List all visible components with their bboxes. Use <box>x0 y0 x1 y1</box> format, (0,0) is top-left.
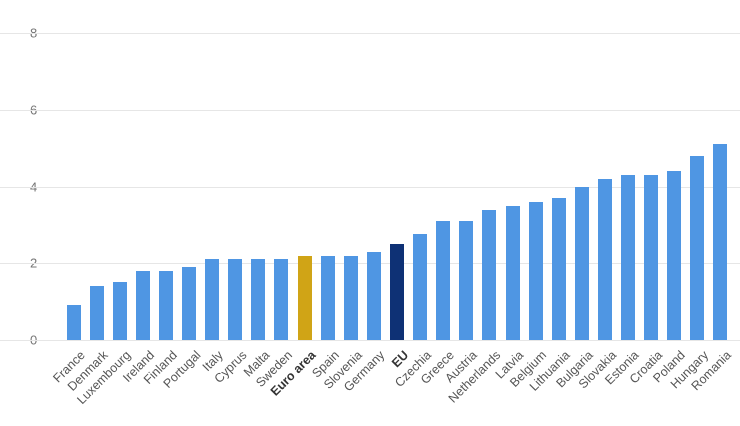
bar-portugal <box>182 267 197 340</box>
bar-latvia <box>505 205 520 340</box>
bar-netherlands <box>482 209 497 340</box>
bar-czechia <box>413 234 428 340</box>
bar-ireland <box>135 270 150 340</box>
bar-belgium <box>528 201 543 340</box>
bar-slovakia <box>597 178 612 340</box>
bar-croatia <box>644 175 659 340</box>
bar-estonia <box>621 175 636 340</box>
bar-slovenia <box>343 255 358 340</box>
grid-line <box>0 340 740 341</box>
bar-bulgaria <box>574 186 589 340</box>
bar-sweden <box>274 259 289 340</box>
bar-poland <box>667 171 682 340</box>
grid-line <box>0 186 740 188</box>
plot-area <box>62 33 732 340</box>
bar-hungary <box>690 155 705 340</box>
bar-spain <box>320 255 335 340</box>
bar-finland <box>158 270 173 340</box>
grid-line <box>0 33 740 34</box>
bar-germany <box>366 251 381 340</box>
bar-malta <box>251 259 266 340</box>
bar-italy <box>205 259 220 340</box>
bar-greece <box>436 221 451 340</box>
bar-austria <box>459 221 474 340</box>
grid-line <box>0 109 740 111</box>
bar-cyprus <box>228 259 243 340</box>
bar-euro-area <box>297 255 312 340</box>
bar-denmark <box>89 286 104 340</box>
bar-france <box>66 305 81 340</box>
bar-lithuania <box>551 198 566 340</box>
bar-luxembourg <box>112 282 127 340</box>
bar-eu <box>390 244 404 340</box>
bar-romania <box>713 144 728 340</box>
